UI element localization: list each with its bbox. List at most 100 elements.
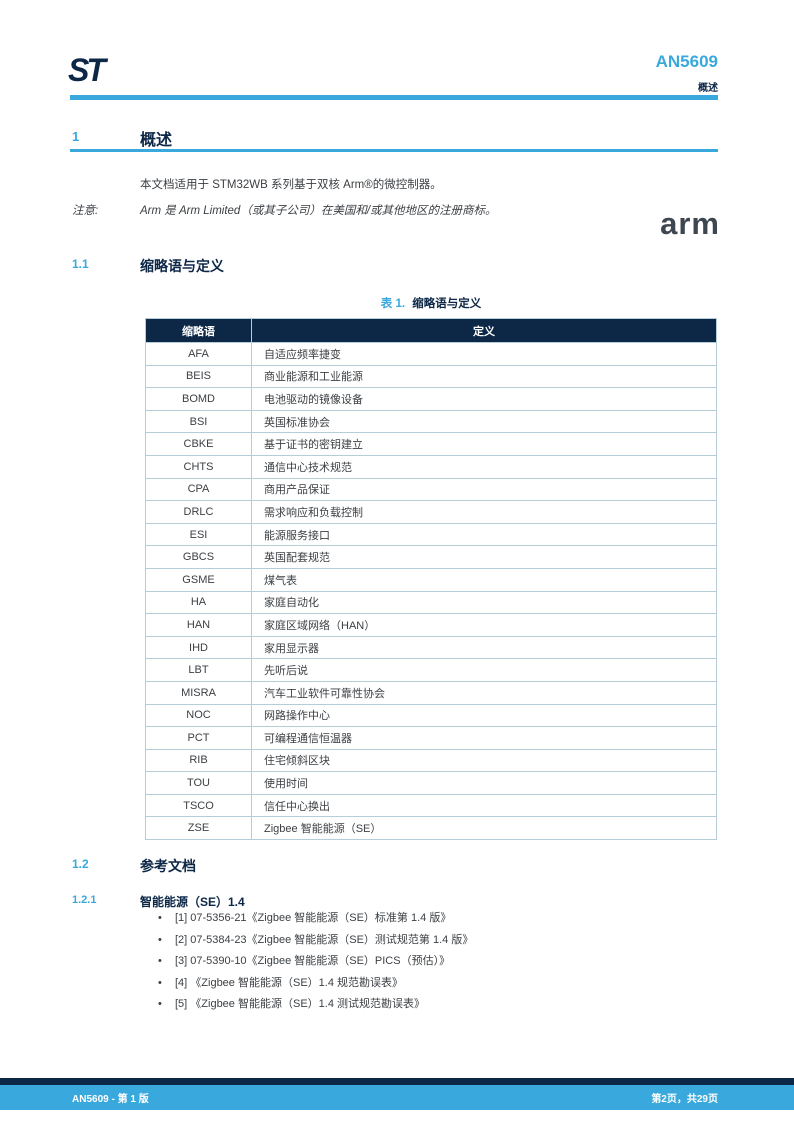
abbr-cell: CPA <box>145 477 252 502</box>
definition-cell: 基于证书的密钥建立 <box>251 432 717 456</box>
footer-navy-bar <box>0 1078 794 1085</box>
abbr-cell: RIB <box>145 748 252 773</box>
table-row: LBT 先听后说 <box>145 658 717 682</box>
abbr-cell: HA <box>145 590 252 615</box>
section-1-number: 1 <box>72 129 80 144</box>
definition-cell: 能源服务接口 <box>251 522 717 547</box>
breadcrumb: 概述 <box>698 83 718 94</box>
abbr-cell: HAN <box>145 613 252 637</box>
definition-cell: Zigbee 智能能源（SE） <box>251 816 717 841</box>
svg-text:ST: ST <box>68 52 108 88</box>
reference-item: [2] 07-5384-23《Zigbee 智能能源（SE）测试规范第 1.4 … <box>158 930 718 952</box>
abbr-cell: AFA <box>145 342 252 366</box>
table-row: GSME 煤气表 <box>145 567 717 592</box>
table-row: IHD 家用显示器 <box>145 635 717 660</box>
table-row: RIB 住宅倾斜区块 <box>145 748 717 773</box>
abbr-cell: MISRA <box>145 680 252 705</box>
section-1-1-title: 缩略语与定义 <box>140 258 224 274</box>
abbr-cell: GBCS <box>145 545 252 569</box>
table-row: PCT 可编程通信恒温器 <box>145 726 717 750</box>
note-label: 注意: <box>72 205 99 217</box>
reference-item: [4] 《Zigbee 智能能源（SE）1.4 规范勘误表》 <box>158 973 718 995</box>
definition-cell: 需求响应和负载控制 <box>251 500 717 524</box>
table-row: MISRA 汽车工业软件可靠性协会 <box>145 680 717 705</box>
table-row: CBKE 基于证书的密钥建立 <box>145 432 717 456</box>
table-row: GBCS 英国配套规范 <box>145 545 717 569</box>
abbr-cell: BEIS <box>145 364 252 389</box>
definition-cell: 住宅倾斜区块 <box>251 748 717 773</box>
table-caption-title: 缩略语与定义 <box>412 298 482 310</box>
table-row: TSCO 信任中心换出 <box>145 793 717 818</box>
abbr-cell: TSCO <box>145 793 252 818</box>
definition-cell: 商用产品保证 <box>251 477 717 502</box>
table-row: HAN 家庭区域网络（HAN） <box>145 613 717 637</box>
definition-cell: 家用显示器 <box>251 635 717 660</box>
section-1-rule <box>70 149 718 152</box>
abbr-cell: LBT <box>145 658 252 682</box>
table-row: CPA 商用产品保证 <box>145 477 717 502</box>
header-rule <box>70 95 718 100</box>
abbr-cell: GSME <box>145 567 252 592</box>
abbr-cell: PCT <box>145 726 252 750</box>
doc-number: AN5609 <box>655 52 718 71</box>
table-row: NOC 网路操作中心 <box>145 703 717 728</box>
table-row: TOU 使用时间 <box>145 771 717 795</box>
section-1-2-1-number: 1.2.1 <box>72 894 97 906</box>
abbr-cell: TOU <box>145 771 252 795</box>
st-logo-icon: ST <box>66 50 122 90</box>
table-caption: 表 1. 缩略语与定义 <box>145 295 717 311</box>
table-row: BEIS 商业能源和工业能源 <box>145 364 717 389</box>
table-row: CHTS 通信中心技术规范 <box>145 454 717 479</box>
table-row: AFA 自适应频率捷变 <box>145 342 717 366</box>
abbr-cell: ZSE <box>145 816 252 841</box>
definition-cell: 商业能源和工业能源 <box>251 364 717 389</box>
intro-paragraph: 本文档适用于 STM32WB 系列基于双核 Arm®的微控制器。 <box>140 179 442 191</box>
table-header-row: 缩略语 定义 <box>145 318 717 343</box>
abbr-cell: BSI <box>145 409 252 434</box>
table-caption-number: 表 1. <box>380 298 406 310</box>
definition-cell: 信任中心换出 <box>251 793 717 818</box>
abbr-cell: DRLC <box>145 500 252 524</box>
reference-item: [1] 07-5356-21《Zigbee 智能能源（SE）标准第 1.4 版》 <box>158 908 718 930</box>
abbr-cell: NOC <box>145 703 252 728</box>
reference-item: [5] 《Zigbee 智能能源（SE）1.4 测试规范勘误表》 <box>158 994 718 1016</box>
abbreviations-table: 缩略语 定义 AFA 自适应频率捷变 BEIS 商业能源和工业能源 BOMD 电池驱动的镜… <box>145 318 717 841</box>
footer-blue-bar <box>0 1085 794 1110</box>
abbr-cell: BOMD <box>145 387 252 411</box>
definition-cell: 家庭自动化 <box>251 590 717 615</box>
abbr-cell: IHD <box>145 635 252 660</box>
definition-cell: 煤气表 <box>251 567 717 592</box>
abbr-cell: CBKE <box>145 432 252 456</box>
table-row: ESI 能源服务接口 <box>145 522 717 547</box>
definition-cell: 网路操作中心 <box>251 703 717 728</box>
section-1-2-1-title: 智能能源（SE）1.4 <box>140 895 245 909</box>
definition-cell: 电池驱动的镜像设备 <box>251 387 717 411</box>
definition-cell: 英国标准协会 <box>251 409 717 434</box>
note-text: Arm 是 Arm Limited（或其子公司）在美国和/或其他地区的注册商标。 <box>140 205 497 217</box>
section-1-1-number: 1.1 <box>72 257 89 271</box>
reference-list: [1] 07-5356-21《Zigbee 智能能源（SE）标准第 1.4 版》… <box>158 908 718 1016</box>
definition-cell: 自适应频率捷变 <box>251 342 717 366</box>
section-1-2-title: 参考文档 <box>140 858 196 874</box>
section-1-title: 概述 <box>140 132 173 149</box>
definition-cell: 可编程通信恒温器 <box>251 726 717 750</box>
footer-page-number: 第2页，共29页 <box>651 1094 718 1105</box>
reference-item: [3] 07-5390-10《Zigbee 智能能源（SE）PICS（预估）》 <box>158 951 718 973</box>
definition-cell: 英国配套规范 <box>251 545 717 569</box>
section-1-2-number: 1.2 <box>72 857 89 871</box>
table-row: DRLC 需求响应和负载控制 <box>145 500 717 524</box>
arm-logo: arm <box>660 206 720 241</box>
column-header-definition: 定义 <box>251 318 717 343</box>
definition-cell: 使用时间 <box>251 771 717 795</box>
table-row: HA 家庭自动化 <box>145 590 717 615</box>
abbr-table-body: AFA 自适应频率捷变 BEIS 商业能源和工业能源 BOMD 电池驱动的镜像设备 BSI 英… <box>145 342 717 841</box>
definition-cell: 先听后说 <box>251 658 717 682</box>
column-header-abbr: 缩略语 <box>145 318 252 343</box>
table-row: ZSE Zigbee 智能能源（SE） <box>145 816 717 841</box>
definition-cell: 通信中心技术规范 <box>251 454 717 479</box>
definition-cell: 家庭区域网络（HAN） <box>251 613 717 637</box>
table-row: BOMD 电池驱动的镜像设备 <box>145 387 717 411</box>
abbr-cell: CHTS <box>145 454 252 479</box>
footer-doc-version: AN5609 - 第 1 版 <box>72 1094 149 1105</box>
